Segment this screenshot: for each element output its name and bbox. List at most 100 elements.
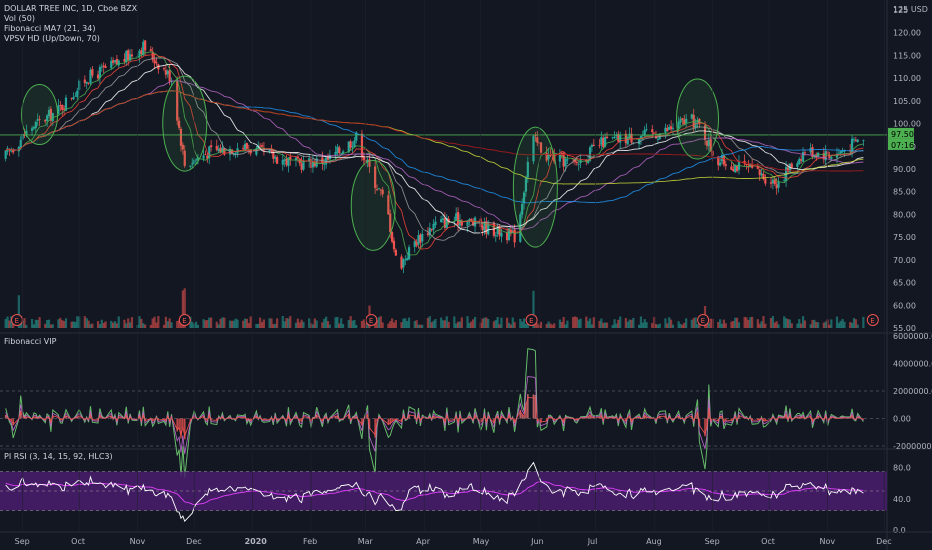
vpsv-indicator-line[interactable]: VPSV HD (Up/Down, 70) xyxy=(4,34,100,43)
volume-bar xyxy=(162,324,166,328)
candle-body xyxy=(524,178,528,192)
volume-bar xyxy=(268,318,271,328)
candle-body xyxy=(313,162,316,167)
vol-indicator-line[interactable]: Vol (50) xyxy=(4,14,35,23)
volume-bar xyxy=(707,322,710,328)
volume-bar xyxy=(61,320,64,328)
volume-bar xyxy=(128,322,132,328)
candle-body xyxy=(30,128,34,131)
candle-body xyxy=(856,139,859,142)
candle-body xyxy=(862,140,865,141)
volume-bar xyxy=(47,319,51,328)
candle-body xyxy=(100,66,103,68)
candle-body xyxy=(837,153,840,155)
candle-body xyxy=(281,160,284,165)
highlight-ellipse xyxy=(162,75,208,172)
volume-bar xyxy=(671,324,675,328)
candle-body xyxy=(387,195,390,215)
candle-body xyxy=(588,147,592,161)
candle-body xyxy=(598,144,601,146)
volume-bar xyxy=(381,322,384,328)
rsi-pane-label[interactable]: PI RSI (3, 14, 15, 92, HLC3) xyxy=(4,452,113,461)
volume-bar xyxy=(349,316,352,328)
volume-bar xyxy=(144,324,147,328)
candle-body xyxy=(487,223,490,235)
volume-bar xyxy=(849,321,852,328)
candle-body xyxy=(308,158,311,162)
candle-body xyxy=(801,152,805,162)
candle-body xyxy=(98,67,102,78)
candle-body xyxy=(400,256,403,269)
price-tick-label: 80.00 xyxy=(893,210,916,219)
candle-body xyxy=(839,151,842,154)
candle-body xyxy=(796,163,799,167)
candle-body xyxy=(276,157,279,164)
candle-body xyxy=(23,135,26,136)
volume-bar xyxy=(76,316,79,328)
candle-body xyxy=(123,59,126,62)
volume-bar xyxy=(783,316,786,328)
volume-bar xyxy=(758,323,761,328)
candle-body xyxy=(505,232,509,241)
chart-legend: DOLLAR TREE INC, 1D, Cboe BZX Vol (50) F… xyxy=(4,4,137,44)
volume-bar xyxy=(498,324,501,328)
volume-bar xyxy=(519,318,522,328)
time-tick-label: Apr xyxy=(416,537,431,546)
candle-body xyxy=(272,150,275,159)
volume-bar xyxy=(315,320,318,328)
candle-body xyxy=(783,180,786,181)
volume-bar xyxy=(571,317,575,328)
candle-body xyxy=(70,97,73,99)
volume-bar xyxy=(600,318,603,328)
volume-bar xyxy=(815,321,818,328)
candle-body xyxy=(87,83,90,84)
volume-bar xyxy=(115,323,118,328)
volume-bar xyxy=(83,316,86,328)
candle-body xyxy=(353,140,356,147)
candle-body xyxy=(558,154,561,162)
volume-bar xyxy=(351,320,354,328)
candle-body xyxy=(274,156,277,159)
volume-bar xyxy=(236,319,239,328)
candle-body xyxy=(545,152,548,161)
volume-bar xyxy=(775,321,778,328)
candle-body xyxy=(51,113,54,122)
candle-body xyxy=(628,133,631,139)
earnings-marker-label: E xyxy=(701,317,705,325)
volume-bar xyxy=(98,324,102,328)
candle-body xyxy=(470,219,473,221)
volume-bar xyxy=(811,319,814,328)
candle-body xyxy=(498,226,501,236)
volume-bar xyxy=(566,320,569,328)
vip-pane-label[interactable]: Fibonacci VIP xyxy=(4,337,57,346)
price-tick-label: 70.00 xyxy=(893,256,916,265)
currency-label: 125 USD xyxy=(893,5,928,14)
volume-bar xyxy=(210,317,213,328)
candle-body xyxy=(694,122,697,128)
candle-body xyxy=(539,142,543,153)
candle-body xyxy=(347,141,350,153)
candle-body xyxy=(389,213,392,232)
volume-bar xyxy=(91,323,94,328)
volume-bar xyxy=(643,319,646,328)
volume-bar xyxy=(709,318,712,328)
volume-bar xyxy=(749,317,752,328)
candle-body xyxy=(562,152,565,167)
symbol-line[interactable]: DOLLAR TREE INC, 1D, Cboe BZX xyxy=(4,4,138,13)
candle-body xyxy=(61,105,64,110)
volume-bar xyxy=(500,317,503,328)
volume-bar xyxy=(630,319,633,328)
volume-bar xyxy=(255,323,258,328)
candle-body xyxy=(340,153,343,155)
fib-ma-indicator-line[interactable]: Fibonacci MA7 (21, 34) xyxy=(4,24,96,33)
volume-bar xyxy=(575,317,578,328)
candle-body xyxy=(10,150,13,152)
candle-body xyxy=(717,156,720,166)
volume-bar xyxy=(862,316,865,328)
volume-bar xyxy=(839,320,842,328)
candle-body xyxy=(677,121,680,129)
volume-bar xyxy=(208,317,211,328)
volume-bar xyxy=(157,316,160,328)
volume-bar xyxy=(615,323,618,328)
